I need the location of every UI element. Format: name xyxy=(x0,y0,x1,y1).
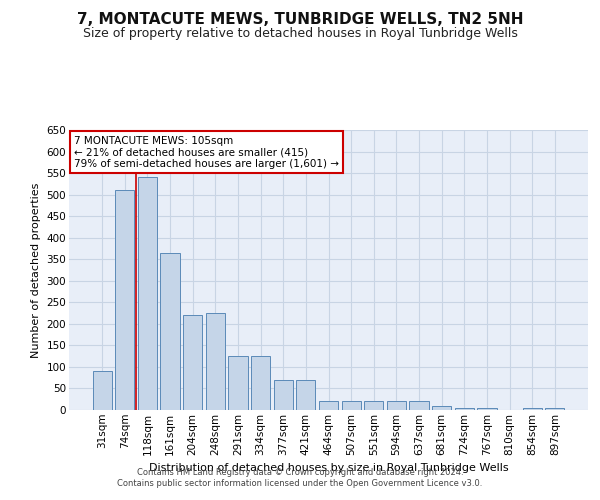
Bar xyxy=(341,402,361,410)
Bar xyxy=(364,402,383,410)
X-axis label: Distribution of detached houses by size in Royal Tunbridge Wells: Distribution of detached houses by size … xyxy=(149,463,508,473)
Bar xyxy=(92,371,112,410)
Bar xyxy=(138,178,157,410)
Bar xyxy=(477,408,497,410)
Bar xyxy=(229,356,248,410)
Bar xyxy=(183,315,202,410)
Bar xyxy=(160,253,180,410)
Bar xyxy=(545,408,565,410)
Bar xyxy=(251,356,270,410)
Text: 7 MONTACUTE MEWS: 105sqm
← 21% of detached houses are smaller (415)
79% of semi-: 7 MONTACUTE MEWS: 105sqm ← 21% of detach… xyxy=(74,136,339,169)
Bar xyxy=(432,406,451,410)
Bar xyxy=(387,402,406,410)
Bar xyxy=(409,402,428,410)
Text: Size of property relative to detached houses in Royal Tunbridge Wells: Size of property relative to detached ho… xyxy=(83,28,517,40)
Bar xyxy=(274,380,293,410)
Bar xyxy=(523,408,542,410)
Bar xyxy=(455,408,474,410)
Y-axis label: Number of detached properties: Number of detached properties xyxy=(31,182,41,358)
Bar xyxy=(206,313,225,410)
Bar xyxy=(296,380,316,410)
Text: 7, MONTACUTE MEWS, TUNBRIDGE WELLS, TN2 5NH: 7, MONTACUTE MEWS, TUNBRIDGE WELLS, TN2 … xyxy=(77,12,523,28)
Text: Contains HM Land Registry data © Crown copyright and database right 2024.
Contai: Contains HM Land Registry data © Crown c… xyxy=(118,468,482,487)
Bar xyxy=(115,190,134,410)
Bar xyxy=(319,402,338,410)
